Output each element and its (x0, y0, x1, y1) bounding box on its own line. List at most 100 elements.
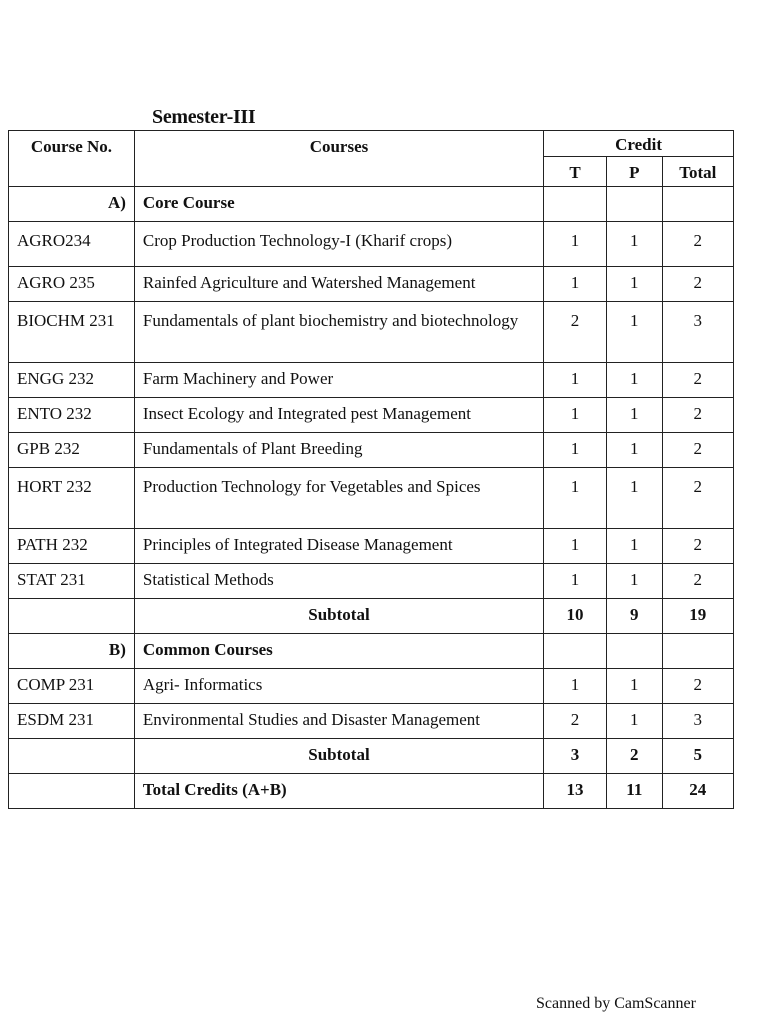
course-code: ENGG 232 (8, 362, 135, 398)
course-name: Production Technology for Vegetables and… (133, 467, 545, 529)
credit-p: 1 (606, 432, 663, 468)
course-name: Environmental Studies and Disaster Manag… (133, 703, 545, 739)
credit-p: 1 (606, 362, 663, 398)
course-code: COMP 231 (8, 668, 135, 704)
empty-cell (606, 186, 663, 222)
credit-total: 2 (661, 467, 735, 529)
course-credit-table: Course No. Courses Credit T P Total A) Co… (8, 130, 735, 809)
credit-p: 1 (606, 301, 663, 363)
credit-total: 2 (661, 362, 735, 398)
course-name: Fundamentals of plant biochemistry and b… (133, 301, 545, 363)
header-course-no: Course No. (8, 130, 135, 187)
section-label: A) (8, 186, 135, 222)
course-name: Agri- Informatics (133, 668, 545, 704)
subtotal-label: Subtotal (133, 738, 545, 774)
semester-title: Semester-III (152, 106, 256, 128)
section-name: Core Course (133, 186, 545, 222)
empty-cell (661, 633, 735, 669)
course-name: Principles of Integrated Disease Managem… (133, 528, 545, 564)
credit-total: 2 (661, 266, 735, 302)
course-code: AGRO 235 (8, 266, 135, 302)
table-row: ENTO 232 Insect Ecology and Integrated pe… (8, 397, 735, 433)
course-code: BIOCHM 231 (8, 301, 135, 363)
credit-p: 1 (606, 703, 663, 739)
credit-p: 1 (606, 528, 663, 564)
subtotal-row: Subtotal 3 2 5 (8, 738, 735, 774)
course-code: AGRO234 (8, 221, 135, 267)
credit-total: 2 (661, 221, 735, 267)
grand-total-label: Total Credits (A+B) (133, 773, 545, 809)
empty-cell (8, 773, 135, 809)
table-row: AGRO234 Crop Production Technology-I (Kha… (8, 221, 735, 267)
credit-t: 1 (543, 221, 607, 267)
credit-p: 1 (606, 668, 663, 704)
credit-total: 2 (661, 563, 735, 599)
credit-t: 1 (543, 668, 607, 704)
credit-total: 2 (661, 528, 735, 564)
table-row: GPB 232 Fundamentals of Plant Breeding 1 1 2 (8, 432, 735, 468)
credit-t: 1 (543, 467, 607, 529)
table-row: COMP 231 Agri- Informatics 1 1 2 (8, 668, 735, 704)
grand-total-t: 13 (543, 773, 607, 809)
empty-cell (543, 186, 607, 222)
credit-p: 1 (606, 467, 663, 529)
header-t: T (543, 156, 607, 187)
section-label: B) (8, 633, 135, 669)
subtotal-total: 19 (661, 598, 735, 634)
subtotal-p: 2 (606, 738, 663, 774)
credit-total: 2 (661, 397, 735, 433)
empty-cell (543, 633, 607, 669)
credit-t: 1 (543, 528, 607, 564)
credit-t: 1 (543, 563, 607, 599)
subtotal-t: 10 (543, 598, 607, 634)
subtotal-total: 5 (661, 738, 735, 774)
course-code: PATH 232 (8, 528, 135, 564)
course-name: Statistical Methods (133, 563, 545, 599)
subtotal-label: Subtotal (133, 598, 545, 634)
grand-total-p: 11 (606, 773, 663, 809)
credit-p: 1 (606, 397, 663, 433)
credit-t: 1 (543, 362, 607, 398)
subtotal-t: 3 (543, 738, 607, 774)
course-name: Crop Production Technology-I (Kharif cro… (133, 221, 545, 267)
header-credit: Credit (543, 130, 734, 157)
credit-p: 1 (606, 221, 663, 267)
header-total: Total (661, 156, 735, 187)
credit-total: 3 (661, 301, 735, 363)
course-name: Fundamentals of Plant Breeding (133, 432, 545, 468)
credit-t: 1 (543, 397, 607, 433)
table-row: BIOCHM 231 Fundamentals of plant biochemi… (8, 301, 735, 363)
table-row: AGRO 235 Rainfed Agriculture and Watershe… (8, 266, 735, 302)
credit-t: 1 (543, 432, 607, 468)
table-row: STAT 231 Statistical Methods 1 1 2 (8, 563, 735, 599)
credit-t: 2 (543, 703, 607, 739)
grand-total-total: 24 (661, 773, 735, 809)
table-row: ESDM 231 Environmental Studies and Disast… (8, 703, 735, 739)
table-row: PATH 232 Principles of Integrated Disease… (8, 528, 735, 564)
section-header-row: B) Common Courses (8, 633, 735, 669)
scanner-watermark: Scanned by CamScanner (536, 995, 696, 1012)
table-row: HORT 232 Production Technology for Vegeta… (8, 467, 735, 529)
credit-t: 1 (543, 266, 607, 302)
empty-cell (8, 598, 135, 634)
course-code: ESDM 231 (8, 703, 135, 739)
table-row: ENGG 232 Farm Machinery and Power 1 1 2 (8, 362, 735, 398)
credit-p: 1 (606, 266, 663, 302)
course-code: GPB 232 (8, 432, 135, 468)
course-name: Rainfed Agriculture and Watershed Manage… (133, 266, 545, 302)
course-code: STAT 231 (8, 563, 135, 599)
empty-cell (8, 738, 135, 774)
credit-total: 2 (661, 432, 735, 468)
credit-total: 3 (661, 703, 735, 739)
subtotal-row: Subtotal 10 9 19 (8, 598, 735, 634)
section-header-row: A) Core Course (8, 186, 735, 222)
empty-cell (606, 633, 663, 669)
course-name: Farm Machinery and Power (133, 362, 545, 398)
subtotal-p: 9 (606, 598, 663, 634)
grand-total-row: Total Credits (A+B) 13 11 24 (8, 773, 735, 809)
section-name: Common Courses (133, 633, 545, 669)
course-code: ENTO 232 (8, 397, 135, 433)
credit-total: 2 (661, 668, 735, 704)
empty-cell (661, 186, 735, 222)
